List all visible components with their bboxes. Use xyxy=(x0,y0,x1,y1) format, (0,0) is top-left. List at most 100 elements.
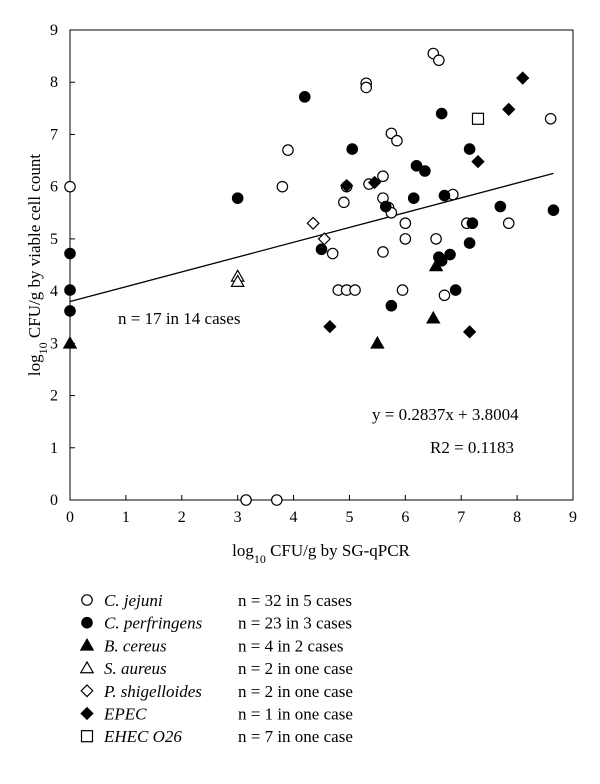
data-point xyxy=(349,284,361,296)
data-point xyxy=(315,243,328,256)
data-point xyxy=(62,335,78,349)
data-point xyxy=(399,233,412,245)
data-point xyxy=(282,144,294,156)
data-point xyxy=(370,335,385,349)
data-point xyxy=(346,143,359,155)
legend: C. jejuni n = 32 in 5 cases C. perfringens… xyxy=(79,591,353,746)
data-point xyxy=(430,233,442,245)
data-point xyxy=(433,54,445,67)
data-point xyxy=(367,175,382,190)
x-tick-label: 9 xyxy=(569,509,577,526)
y-tick-label: 4 xyxy=(50,283,58,300)
data-point xyxy=(323,319,337,334)
data-point xyxy=(231,192,244,204)
data-point xyxy=(326,247,339,260)
x-axis-label: log10 CFU/g by SG-qPCR xyxy=(232,541,410,566)
x-tick-label: 7 xyxy=(457,509,465,526)
x-tick-label: 2 xyxy=(178,509,186,526)
data-point xyxy=(399,217,412,230)
data-point xyxy=(435,107,448,120)
data-point xyxy=(407,192,420,204)
y-tick-label: 6 xyxy=(50,179,58,196)
axis-ticks: 0 1 2 3 4 5 6 7 8 9 0 1 2 3 4 5 6 7 8 9 xyxy=(50,22,577,526)
data-point xyxy=(444,248,456,261)
legend-series-count: n = 2 in one case xyxy=(238,682,353,701)
data-point xyxy=(462,325,477,339)
legend-series-count: n = 23 in 3 cases xyxy=(238,614,352,633)
data-point xyxy=(306,216,320,230)
legend-series-count: n = 4 in 2 cases xyxy=(238,636,343,655)
legend-series-count: n = 2 in one case xyxy=(238,659,353,678)
data-point xyxy=(471,154,485,169)
data-point xyxy=(317,232,331,246)
data-point xyxy=(428,258,444,272)
data-point xyxy=(438,189,451,202)
y-tick-label: 0 xyxy=(50,492,58,509)
data-point xyxy=(396,284,409,296)
data-point xyxy=(502,217,515,230)
x-tick-label: 0 xyxy=(66,509,74,526)
data-point xyxy=(419,165,431,177)
data-point xyxy=(516,71,530,85)
data-point xyxy=(502,102,516,117)
x-tick-label: 1 xyxy=(122,509,130,526)
data-point xyxy=(298,91,311,103)
data-point xyxy=(340,178,354,193)
y-tick-label: 7 xyxy=(50,126,58,143)
y-tick-label: 9 xyxy=(50,22,58,39)
x-tick-label: 3 xyxy=(234,509,242,526)
x-tick-label: 5 xyxy=(345,509,353,526)
legend-series-count: n = 7 in one case xyxy=(238,727,353,746)
data-points xyxy=(62,47,560,506)
y-axis-label: log10 CFU/g by viable cell count xyxy=(25,154,50,376)
legend-marker xyxy=(79,660,95,674)
y-tick-label: 3 xyxy=(50,335,58,352)
y-tick-label: 8 xyxy=(50,74,58,91)
legend-marker xyxy=(81,616,93,629)
data-point xyxy=(360,81,373,94)
legend-series-count: n = 1 in one case xyxy=(238,705,353,724)
legend-series-name: B. cereus xyxy=(104,636,167,655)
data-point xyxy=(463,237,476,249)
legend-series-count: n = 32 in 5 cases xyxy=(238,591,352,610)
data-point xyxy=(64,247,76,260)
data-point xyxy=(385,299,398,312)
y-tick-label: 2 xyxy=(50,388,58,405)
x-tick-label: 6 xyxy=(401,509,409,526)
data-point xyxy=(466,217,479,230)
data-point xyxy=(64,180,76,193)
x-tick-label: 4 xyxy=(290,509,298,526)
legend-marker xyxy=(80,684,94,698)
legend-series-name: S. aureus xyxy=(104,659,167,678)
plot-frame xyxy=(69,29,574,501)
data-point xyxy=(276,180,289,193)
data-point xyxy=(270,494,283,506)
data-point xyxy=(391,134,403,147)
data-point xyxy=(379,200,392,213)
x-tick-label: 8 xyxy=(513,509,521,526)
legend-marker xyxy=(79,637,95,651)
data-point xyxy=(64,284,76,296)
data-point xyxy=(377,246,389,258)
legend-series-name: EPEC xyxy=(103,705,147,724)
data-point xyxy=(240,494,252,506)
data-point xyxy=(449,284,462,296)
legend-series-name: C. perfringens xyxy=(104,614,203,633)
y-tick-label: 1 xyxy=(50,440,58,457)
data-point xyxy=(426,310,441,324)
data-point xyxy=(64,305,76,317)
data-point xyxy=(463,143,476,155)
data-point xyxy=(230,274,245,287)
annotation-count: n = 17 in 14 cases xyxy=(118,309,240,328)
data-point xyxy=(544,112,557,125)
legend-marker xyxy=(81,594,93,606)
regression-r2: R2 = 0.1183 xyxy=(430,438,514,457)
data-point xyxy=(471,112,485,125)
data-point xyxy=(438,289,451,302)
legend-series-name: C. jejuni xyxy=(104,591,163,610)
legend-series-name: EHEC O26 xyxy=(103,727,182,746)
y-tick-label: 5 xyxy=(50,231,58,248)
legend-marker xyxy=(80,730,94,743)
data-point xyxy=(410,159,423,172)
